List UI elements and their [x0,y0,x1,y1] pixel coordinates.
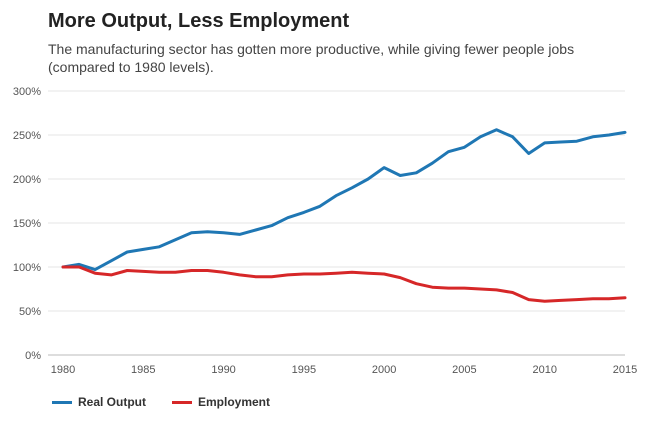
series-line-real-output[interactable] [61,128,627,272]
legend-item-employment[interactable]: Employment [172,395,270,409]
series-lines [61,128,627,303]
legend-item-real-output[interactable]: Real Output [52,395,146,409]
legend-label-employment: Employment [198,395,271,409]
legend-swatch-real-output [52,400,72,404]
series-line-employment[interactable] [61,265,627,303]
y-tick-label: 50% [19,306,41,318]
grid-lines [48,90,625,356]
y-tick-label: 250% [13,130,41,142]
y-tick-label: 0% [25,350,41,362]
line-chart: 0%50%100%150%200%250%300% 1980 1985 1990 19… [13,86,637,376]
legend-label-real-output: Real Output [78,395,146,409]
x-tick-label: 1980 [51,364,75,376]
y-tick-label: 100% [13,262,41,274]
legend-swatch-employment [172,400,192,404]
x-tick-label: 2015 [613,364,637,376]
y-axis-tick-labels: 0% 50% 100% 150% 200% 250% 300% [13,86,41,362]
x-axis-tick-labels: 1980 1985 1990 1995 2000 2005 2010 2015 [51,364,637,376]
x-tick-label: 2010 [532,364,556,376]
x-tick-label: 1995 [292,364,316,376]
chart-title: More Output, Less Employment [48,10,350,32]
x-tick-label: 1985 [131,364,155,376]
y-tick-label: 200% [13,174,41,186]
x-tick-label: 1990 [211,364,235,376]
chart-subtitle: The manufacturing sector has gotten more… [48,41,575,75]
y-tick-label: 300% [13,86,41,98]
legend: Real Output Employment [52,395,296,409]
x-tick-label: 2000 [372,364,396,376]
y-tick-label: 150% [13,218,41,230]
x-tick-label: 2005 [452,364,476,376]
